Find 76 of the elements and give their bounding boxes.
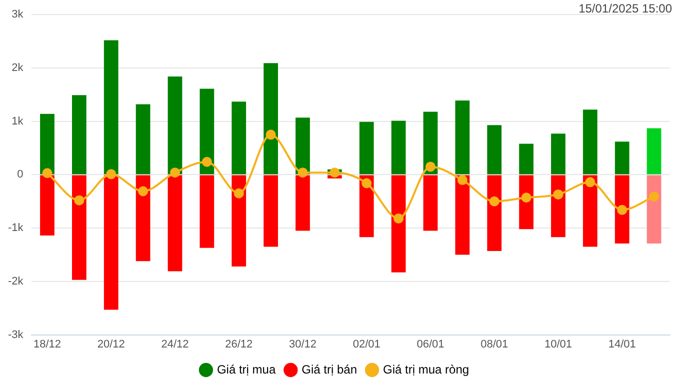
point bbox=[170, 168, 180, 178]
point bbox=[457, 175, 468, 186]
y-tick-label: -2k bbox=[8, 275, 24, 288]
bar bbox=[391, 175, 406, 272]
x-tick-label: 18/12 bbox=[33, 338, 62, 350]
point bbox=[649, 192, 660, 202]
point bbox=[425, 162, 436, 172]
y-tick-label: -1k bbox=[8, 222, 24, 234]
point bbox=[617, 204, 628, 215]
bar bbox=[455, 100, 470, 174]
x-tick-label: 14/01 bbox=[608, 338, 636, 350]
point bbox=[42, 168, 52, 178]
bar bbox=[168, 175, 182, 272]
bar bbox=[487, 175, 502, 252]
bar bbox=[359, 122, 374, 174]
x-tick-label: 10/01 bbox=[544, 338, 572, 350]
bar bbox=[168, 76, 182, 174]
point bbox=[489, 196, 500, 206]
bar bbox=[136, 104, 150, 174]
bar bbox=[264, 175, 278, 247]
bar bbox=[582, 110, 598, 174]
point bbox=[298, 168, 308, 178]
bar bbox=[551, 134, 566, 174]
point bbox=[234, 188, 244, 198]
x-tick-label: 02/01 bbox=[352, 338, 380, 350]
bar bbox=[519, 144, 534, 174]
y-tick-label: 1k bbox=[12, 115, 24, 128]
point bbox=[266, 130, 276, 140]
bar bbox=[104, 40, 118, 174]
bar bbox=[72, 175, 86, 280]
point bbox=[362, 178, 372, 188]
bar bbox=[455, 175, 470, 255]
bar bbox=[200, 175, 214, 248]
bar bbox=[423, 175, 438, 231]
legend-label: Giá trị mua ròng bbox=[383, 362, 470, 376]
bar bbox=[136, 175, 150, 262]
bar bbox=[40, 175, 54, 236]
point bbox=[202, 156, 212, 167]
point bbox=[521, 192, 532, 203]
annotation: 15/01/2025 15:00 bbox=[578, 1, 672, 16]
y-tick-label: 3k bbox=[12, 8, 24, 21]
x-tick-label: 30/12 bbox=[288, 338, 316, 350]
y-tick-label: 2k bbox=[12, 62, 24, 74]
x-tick-label: 26/12 bbox=[225, 338, 253, 350]
point bbox=[106, 169, 116, 180]
y-tick-label: 0 bbox=[17, 168, 24, 181]
x-tick-label: 24/12 bbox=[161, 338, 189, 350]
bar bbox=[200, 88, 214, 174]
bar bbox=[232, 102, 246, 174]
point bbox=[553, 189, 564, 200]
bar bbox=[104, 175, 118, 310]
bar bbox=[551, 175, 566, 238]
x-tick-label: 20/12 bbox=[97, 338, 125, 350]
bar bbox=[391, 120, 406, 174]
bar bbox=[487, 125, 502, 174]
legend-label: Giá trị mua bbox=[216, 362, 276, 376]
point bbox=[74, 195, 84, 206]
bar bbox=[264, 63, 278, 174]
point bbox=[138, 186, 148, 196]
x-tick-label: 06/01 bbox=[416, 338, 444, 350]
bar bbox=[646, 128, 662, 174]
bar bbox=[232, 175, 246, 266]
legend-label: Giá trị bán bbox=[302, 362, 358, 376]
point bbox=[585, 177, 596, 188]
y-tick-label: -3k bbox=[8, 328, 24, 341]
bar bbox=[296, 175, 310, 231]
bar bbox=[614, 175, 630, 244]
bar bbox=[72, 95, 86, 174]
point bbox=[330, 168, 340, 178]
x-tick-label: 08/01 bbox=[480, 338, 508, 350]
bar bbox=[614, 142, 630, 174]
point bbox=[394, 213, 404, 224]
bar bbox=[40, 114, 54, 174]
bar bbox=[296, 118, 310, 174]
bar bbox=[646, 175, 662, 244]
bar bbox=[582, 175, 598, 247]
